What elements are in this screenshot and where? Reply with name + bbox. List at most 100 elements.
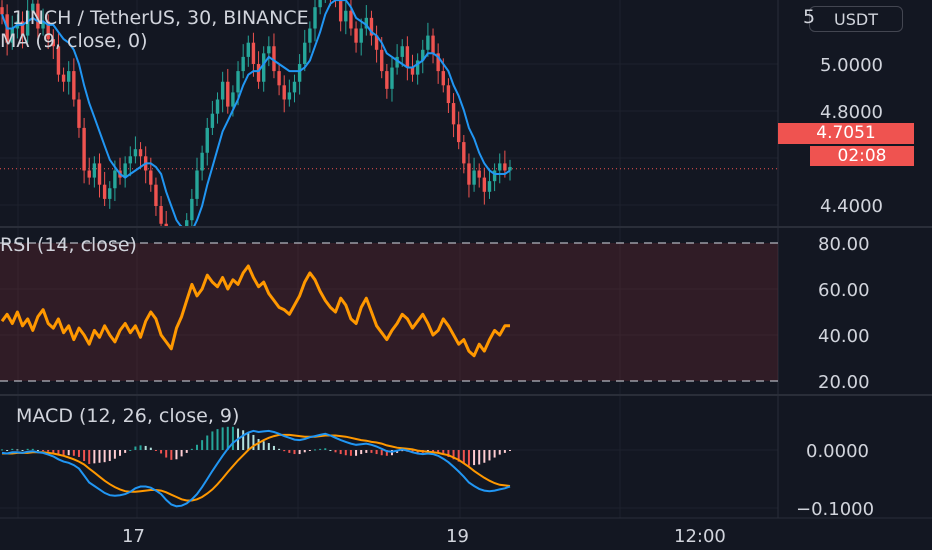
candle-body-20 [102, 184, 107, 199]
macd-histogram-bar-59 [303, 450, 306, 453]
macd-indicator-title[interactable]: MACD (12, 26, close, 9) [16, 405, 240, 427]
macd-line-layer [1, 429, 511, 508]
macd-histogram-bar-23 [119, 450, 122, 456]
candle-body-4 [20, 21, 25, 36]
candle-body-78 [400, 46, 404, 57]
macd-histogram-bar-41 [211, 431, 214, 450]
candle-body-75 [385, 71, 389, 89]
macd-histogram-bar-20 [103, 450, 106, 463]
candle-body-37 [190, 198, 194, 221]
candle-body-32 [164, 223, 168, 226]
macd-histogram-bar-54 [278, 448, 281, 450]
macd-histogram-bar-87 [447, 450, 450, 457]
rsi-band-layer [0, 242, 778, 382]
countdown-label: 02:08 [810, 146, 914, 166]
rsi-tick-label-3: 20.00 [818, 372, 870, 393]
candle-body-50 [256, 64, 261, 82]
candle-body-5 [25, 10, 30, 36]
macd-histogram-bar-0 [1, 449, 3, 451]
candle-body-31 [159, 206, 163, 224]
candle-body-85 [436, 53, 440, 72]
macd-histogram-bar-38 [195, 444, 198, 450]
last-price-label: 4.7051 [778, 123, 914, 144]
price-tick-label-0: 5.0000 [820, 55, 883, 76]
axis-layer: 5.0000 4.8000 4.4000 80.00 60.00 40.00 20.00 0.… [122, 55, 883, 547]
price-tick-label-2: 4.4000 [820, 196, 883, 217]
macd-histogram-bar-75 [385, 450, 388, 456]
macd-histogram-bar-96 [493, 450, 496, 458]
candle-body-68 [349, 10, 353, 29]
rsi-line [0, 264, 510, 358]
candle-body-71 [364, 17, 369, 29]
macd-histogram-bar-70 [360, 450, 363, 455]
candle-body-46 [236, 71, 240, 93]
macd-histogram-bar-64 [329, 450, 332, 451]
macd-histogram-bar-49 [252, 434, 255, 450]
candle-body-10 [51, 39, 56, 47]
macd-histogram-bar-65 [334, 450, 337, 453]
macd-histogram-bar-37 [190, 448, 193, 450]
candle-body-72 [369, 17, 374, 36]
macd-histogram-bar-10 [52, 450, 55, 453]
candle-body-95 [487, 181, 492, 192]
candle-body-96 [492, 170, 497, 182]
rsi-tick-label-2: 40.00 [818, 326, 870, 347]
candle-body-89 [456, 124, 461, 143]
macd-histogram-bar-84 [432, 450, 435, 452]
ma-indicator-title[interactable]: MA (9, close, 0) [0, 30, 148, 52]
macd-histogram-bar-73 [375, 450, 378, 455]
macd-histogram-bar-74 [380, 450, 383, 456]
candle-body-73 [374, 35, 379, 50]
macd-histogram-bar-94 [483, 450, 486, 463]
macd-histogram-bar-9 [47, 450, 50, 452]
candle-body-77 [395, 56, 399, 68]
macd-histogram-bar-4 [21, 450, 24, 451]
candle-body-97 [498, 163, 502, 171]
symbol-title: 1INCH / TetherUS, 30, BINANCE [12, 7, 309, 29]
macd-histogram-bar-16 [83, 450, 86, 462]
ma-line-layer [1, 0, 511, 226]
candle-body-14 [72, 71, 76, 100]
candle-body-21 [108, 188, 112, 199]
candle-body-0 [0, 7, 4, 15]
macd-histogram-bar-68 [349, 450, 352, 456]
currency-button[interactable]: USDT [809, 6, 903, 32]
macd-histogram-bar-7 [36, 450, 39, 451]
price-tick-label-1: 4.8000 [820, 102, 883, 123]
macd-histogram-bar-93 [478, 450, 481, 465]
macd-histogram-bar-34 [175, 450, 178, 460]
candle-body-6 [31, 3, 35, 11]
macd-histogram-bar-17 [88, 450, 91, 464]
macd-histogram-bar-53 [272, 445, 275, 450]
candle-body-69 [354, 28, 358, 43]
candle-body-25 [128, 156, 132, 164]
macd-histogram-bar-55 [283, 450, 286, 452]
candle-body-83 [426, 35, 430, 50]
macd-histogram-bar-47 [242, 430, 245, 450]
candle-body-82 [421, 49, 425, 61]
macd-histogram-bar-98 [503, 450, 506, 453]
macd-histogram-bar-57 [293, 450, 296, 455]
rsi-indicator-title[interactable]: RSI (14, close) [0, 234, 137, 256]
candle-body-52 [267, 46, 271, 54]
macd-histogram-bar-85 [437, 450, 440, 453]
macd-histogram-bar-28 [144, 445, 147, 450]
candle-body-48 [246, 42, 251, 57]
candle-body-9 [46, 21, 50, 40]
macd-histogram-bar-45 [231, 426, 234, 450]
macd-tick-label-0: 0.0000 [806, 441, 869, 462]
macd-histogram-bar-14 [72, 450, 75, 456]
macd-histogram-bar-60 [308, 450, 311, 451]
macd-histogram-bar-19 [98, 450, 101, 463]
candle-body-47 [241, 56, 245, 72]
macd-histogram-bar-12 [62, 450, 65, 456]
candle-body-19 [97, 163, 102, 185]
macd-histogram-bar-2 [11, 448, 14, 450]
candle-body-91 [467, 163, 471, 185]
macd-histogram-bar-66 [339, 450, 342, 455]
macd-histogram-bar-48 [247, 432, 250, 450]
candle-body-11 [56, 46, 61, 75]
rsi-line-layer [0, 264, 510, 358]
macd-histogram-bar-51 [262, 441, 265, 450]
macd-histogram-bar-13 [67, 450, 70, 456]
